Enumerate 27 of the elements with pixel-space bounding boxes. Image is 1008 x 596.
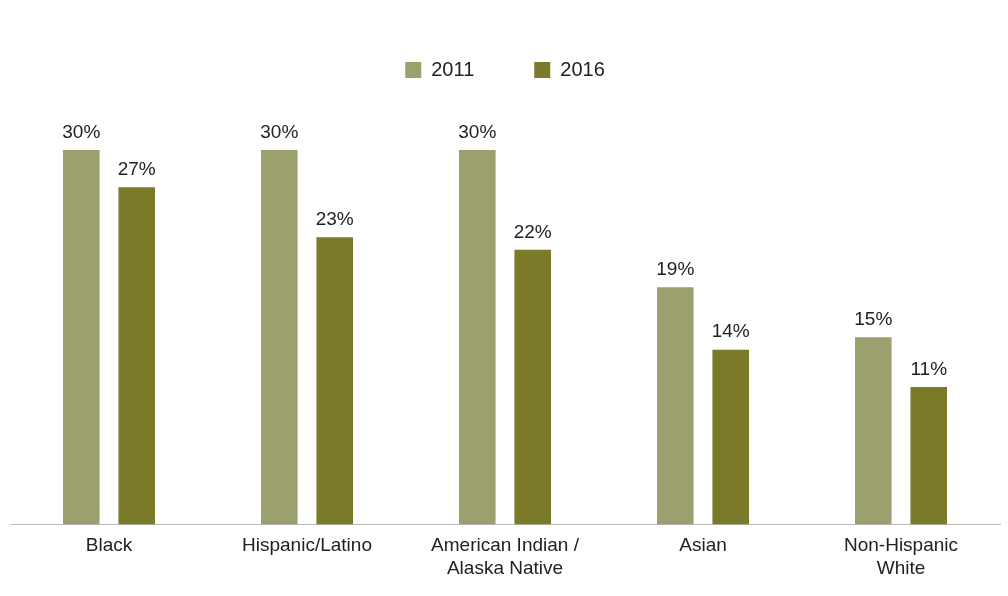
x-tick-label: American Indian / Alaska Native [431,534,580,578]
x-tick-label: Non-Hispanic White [843,534,959,578]
data-label: 27% [117,158,156,180]
data-label: 22% [513,220,552,242]
data-label: 23% [315,208,354,230]
data-label: 30% [260,120,299,142]
data-label: 30% [458,120,497,142]
bar [910,387,948,525]
bar [62,149,100,525]
bar [118,187,156,525]
bar [854,337,892,525]
data-label: 11% [910,357,948,379]
bar [656,287,694,525]
data-label: 15% [854,307,893,329]
bar [316,237,354,525]
data-label: 30% [62,120,101,142]
x-tick-label: Black [85,534,133,556]
bar [712,349,750,525]
x-tick-label: Hispanic/Latino [242,534,372,556]
data-label: 14% [711,320,750,342]
bar [514,249,552,525]
legend-label: 2011 [431,57,475,80]
data-label: 19% [656,257,695,279]
bar [458,149,496,525]
x-tick-label: Asian [679,534,727,556]
bar [260,149,298,525]
legend-label: 2016 [560,57,605,80]
